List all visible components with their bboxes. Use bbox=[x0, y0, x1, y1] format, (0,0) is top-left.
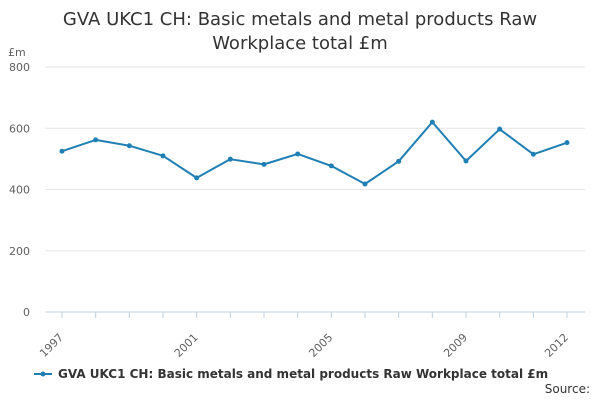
y-tick-label: 0 bbox=[23, 306, 30, 319]
y-tick-label: 600 bbox=[9, 122, 30, 135]
y-axis-ticks: 0 200 400 600 800 bbox=[9, 61, 30, 319]
data-point bbox=[497, 126, 503, 132]
data-point bbox=[429, 119, 435, 125]
y-tick-label: 800 bbox=[9, 61, 30, 74]
legend-label: GVA UKC1 CH: Basic metals and metal prod… bbox=[58, 367, 548, 381]
data-point bbox=[530, 151, 536, 157]
data-point bbox=[93, 137, 99, 143]
x-tick-label: 2005 bbox=[306, 331, 335, 360]
data-point bbox=[463, 158, 469, 164]
x-axis-ticks: 1997 2001 2005 2009 2012 bbox=[37, 312, 571, 360]
legend-point-marker bbox=[40, 371, 46, 377]
data-point bbox=[328, 163, 334, 169]
x-tick-label: 1997 bbox=[37, 331, 66, 360]
chart-title: GVA UKC1 CH: Basic metals and metal prod… bbox=[62, 9, 538, 54]
x-tick-label: 2001 bbox=[172, 331, 201, 360]
data-point bbox=[227, 156, 233, 162]
y-tick-label: 200 bbox=[9, 245, 30, 258]
data-point bbox=[126, 143, 132, 149]
y-axis-unit-label: £m bbox=[8, 46, 26, 59]
data-point bbox=[564, 140, 570, 146]
x-tick-label: 2009 bbox=[441, 331, 470, 360]
data-point bbox=[160, 153, 166, 159]
data-point bbox=[59, 148, 65, 154]
x-tick-label: 2012 bbox=[542, 331, 571, 360]
source-label: Source: bbox=[545, 382, 590, 396]
data-point bbox=[295, 151, 301, 157]
series-line bbox=[61, 121, 568, 185]
series-layer bbox=[59, 119, 570, 187]
y-tick-label: 400 bbox=[9, 184, 30, 197]
grid-lines bbox=[45, 66, 585, 313]
data-point bbox=[396, 158, 402, 164]
legend[interactable]: GVA UKC1 CH: Basic metals and metal prod… bbox=[34, 367, 548, 381]
data-point bbox=[362, 181, 368, 187]
data-point bbox=[261, 161, 267, 167]
data-point bbox=[194, 175, 200, 181]
